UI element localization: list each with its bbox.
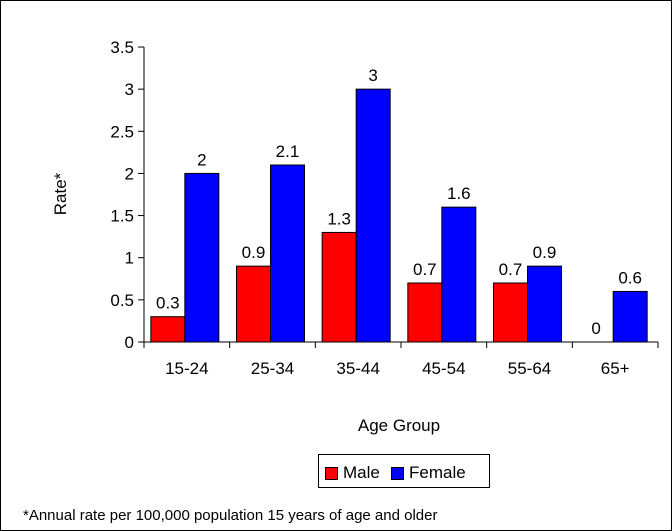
data-label-male-35-44: 1.3 (327, 209, 351, 228)
legend: Male Female (318, 454, 490, 488)
x-axis-title: Age Group (358, 416, 440, 435)
bar-female-45-54 (441, 206, 477, 343)
bar-male-15-24 (150, 316, 186, 343)
y-tick-label: 0 (125, 333, 134, 352)
data-label-female-65+: 0.6 (618, 268, 642, 287)
y-tick-label: 2 (125, 164, 134, 183)
y-tick-label: 3 (125, 80, 134, 99)
y-tick-label: 0.5 (110, 291, 134, 310)
bar-female-65+ (612, 290, 648, 343)
data-label-female-35-44: 3 (368, 66, 377, 85)
legend-swatch-male (325, 466, 338, 480)
bar-male-45-54 (407, 282, 443, 343)
data-label-female-15-24: 2 (197, 150, 206, 169)
y-tick-label: 1 (125, 249, 134, 268)
data-label-male-25-34: 0.9 (242, 243, 266, 262)
legend-item-male: Male (325, 463, 380, 483)
y-tick-label: 2.5 (110, 122, 134, 141)
bar-female-25-34 (270, 164, 305, 343)
bar-male-55-64 (493, 282, 528, 343)
x-tick-label-25-34: 25-34 (251, 359, 294, 378)
bar-female-35-44 (355, 88, 391, 343)
data-label-male-65+: 0 (591, 319, 600, 338)
data-label-female-25-34: 2.1 (276, 142, 300, 161)
x-tick-label-55-64: 55-64 (508, 359, 551, 378)
x-tick-label-45-54: 45-54 (422, 359, 465, 378)
data-label-male-45-54: 0.7 (413, 260, 437, 279)
legend-label-male: Male (343, 463, 380, 482)
x-tick-label-65+: 65+ (601, 359, 630, 378)
bar-female-55-64 (527, 265, 562, 343)
data-label-male-55-64: 0.7 (499, 260, 523, 279)
y-axis-title: Rate* (51, 172, 70, 215)
y-tick-label: 3.5 (110, 38, 134, 57)
x-tick-label-15-24: 15-24 (165, 359, 208, 378)
footnote: *Annual rate per 100,000 population 15 y… (23, 507, 438, 524)
bar-female-15-24 (184, 172, 220, 343)
bar-male-35-44 (321, 231, 357, 343)
data-label-female-45-54: 1.6 (447, 184, 471, 203)
legend-swatch-female (391, 466, 404, 480)
data-label-male-15-24: 0.3 (156, 294, 180, 313)
legend-item-female: Female (391, 463, 466, 483)
y-tick-label: 1.5 (110, 207, 134, 226)
data-label-female-55-64: 0.9 (533, 243, 557, 262)
legend-label-female: Female (409, 463, 466, 482)
x-tick-label-35-44: 35-44 (336, 359, 379, 378)
bar-male-25-34 (236, 265, 271, 343)
